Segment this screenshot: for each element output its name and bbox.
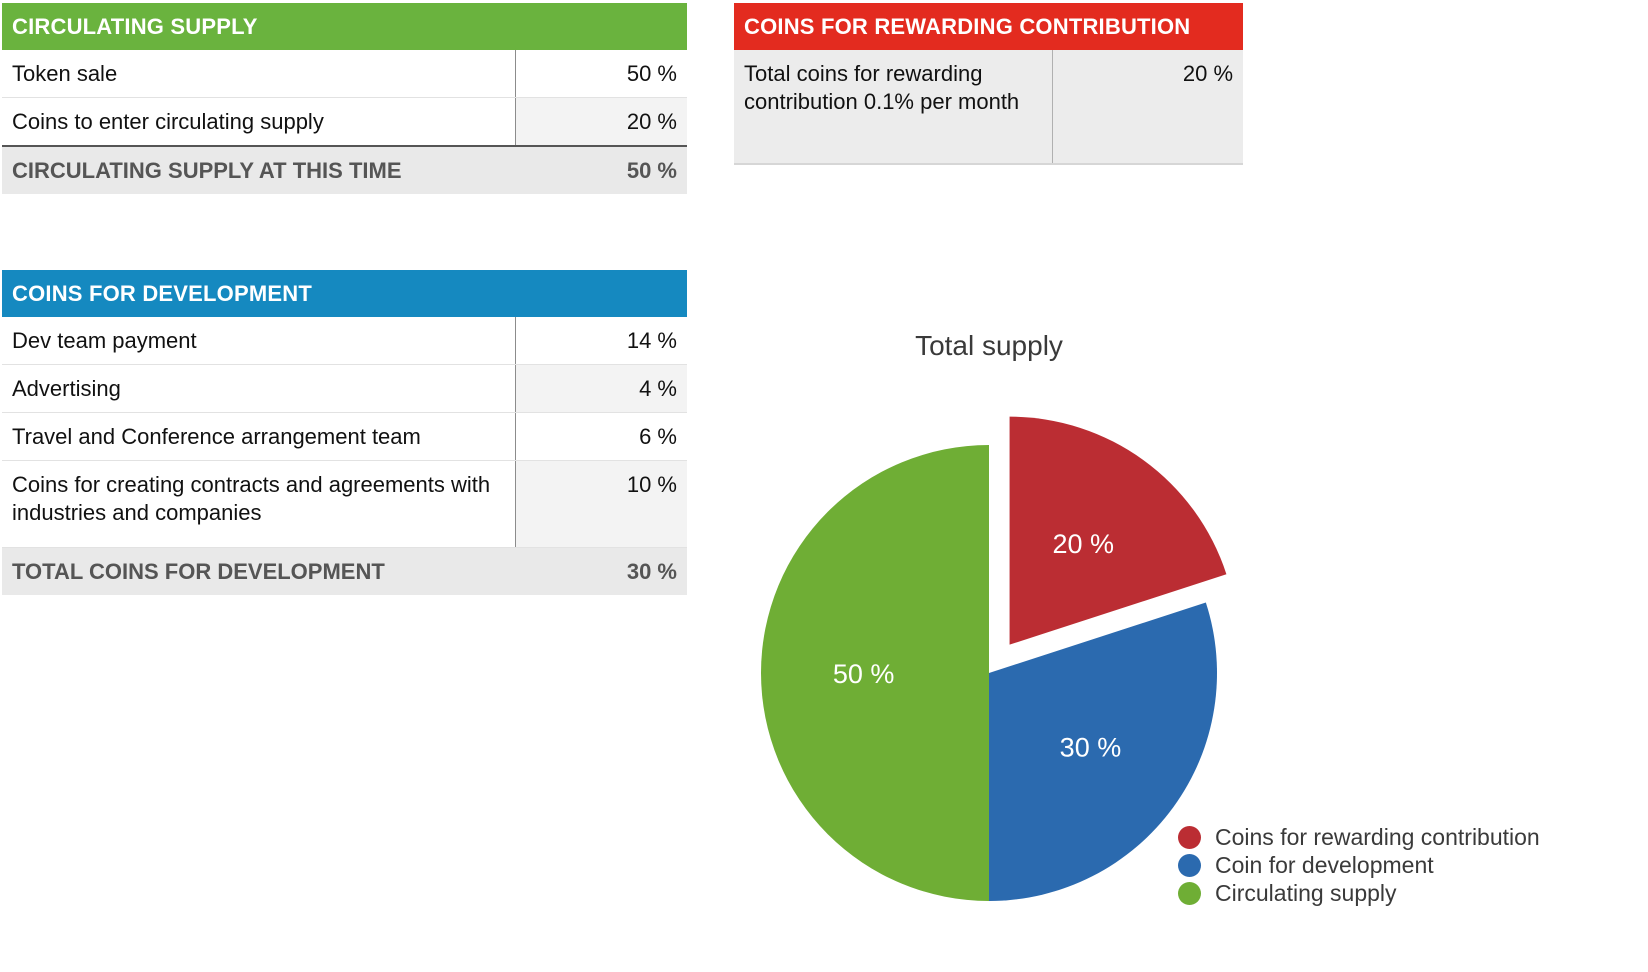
total-value: 50 % <box>515 145 687 194</box>
table-title: CIRCULATING SUPPLY <box>2 3 687 50</box>
row-value: 20 % <box>1051 50 1244 165</box>
row-label: Total coins for rewarding contribution 0… <box>734 50 1052 165</box>
row-label: Token sale <box>2 50 515 98</box>
legend-label: Coin for development <box>1215 851 1434 878</box>
circulating-supply-table: CIRCULATING SUPPLY Token sale 50 % Coins… <box>2 3 687 194</box>
rewarding-contribution-table: COINS FOR REWARDING CONTRIBUTION Total c… <box>734 3 1244 165</box>
row-label: Dev team payment <box>2 317 515 365</box>
legend-swatch <box>1178 825 1201 849</box>
pie-slice <box>1009 416 1227 645</box>
legend-label: Coins for rewarding contribution <box>1215 823 1540 850</box>
table-title: COINS FOR REWARDING CONTRIBUTION <box>734 3 1244 50</box>
pie-slice-label: 30 % <box>1060 733 1122 763</box>
row-label: Coins for creating contracts and agreeme… <box>2 460 515 548</box>
row-label: Coins to enter circulating supply <box>2 97 515 147</box>
pie-slice <box>989 602 1217 901</box>
chart-title: Total supply <box>915 330 1063 361</box>
pie-slice-label: 20 % <box>1053 529 1115 559</box>
total-label: CIRCULATING SUPPLY AT THIS TIME <box>2 145 515 194</box>
row-label: Advertising <box>2 364 515 413</box>
pie-slice <box>761 445 989 901</box>
row-value: 4 % <box>514 364 687 413</box>
row-value: 50 % <box>514 50 687 98</box>
row-value: 10 % <box>514 460 687 548</box>
legend-item: Circulating supply <box>1178 879 1540 907</box>
legend-item: Coins for rewarding contribution <box>1178 823 1540 851</box>
row-value: 14 % <box>514 317 687 365</box>
total-value: 30 % <box>515 547 687 595</box>
legend-label: Circulating supply <box>1215 879 1397 906</box>
legend-swatch <box>1178 853 1201 877</box>
chart-legend: Coins for rewarding contribution Coin fo… <box>1178 823 1540 907</box>
development-table: COINS FOR DEVELOPMENT Dev team payment 1… <box>2 270 687 595</box>
row-value: 20 % <box>514 97 687 147</box>
legend-item: Coin for development <box>1178 851 1540 879</box>
legend-swatch <box>1178 881 1201 905</box>
row-label: Travel and Conference arrangement team <box>2 412 515 461</box>
total-supply-pie-chart: Total supply 20 % 30 % 50 % <box>761 330 1227 901</box>
row-value: 6 % <box>514 412 687 461</box>
pie-slice-label: 50 % <box>833 659 895 689</box>
total-label: TOTAL COINS FOR DEVELOPMENT <box>2 547 515 595</box>
table-title: COINS FOR DEVELOPMENT <box>2 270 687 317</box>
